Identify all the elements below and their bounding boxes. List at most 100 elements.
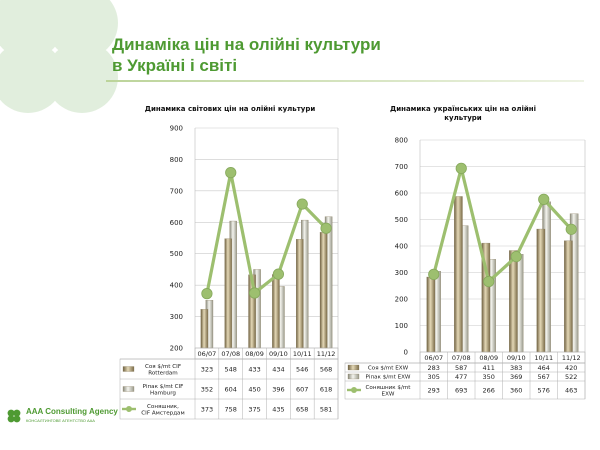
chart2-table-value: 477 bbox=[455, 373, 467, 381]
chart1-table-value: 450 bbox=[248, 385, 260, 393]
chart2-ytick-label: 100 bbox=[395, 322, 408, 330]
chart2-ytick-label: 200 bbox=[395, 296, 408, 304]
chart2-table-value: 464 bbox=[538, 364, 550, 372]
chart2-category-label: 06/07 bbox=[424, 354, 443, 362]
chart1-table-value: 433 bbox=[248, 365, 260, 373]
chart1-table-value: 396 bbox=[272, 385, 284, 393]
chart1-point-sunflower bbox=[272, 268, 285, 280]
chart2-point-sunflower bbox=[455, 162, 467, 174]
chart1-bar-soy bbox=[224, 238, 232, 349]
chart1-legend-label: Ріпак $/mt CIF Hamburg bbox=[143, 384, 184, 397]
chart1-ytick-label: 800 bbox=[170, 156, 183, 164]
chart1-table-value: 658 bbox=[296, 405, 308, 413]
slide-title-line2: в Україні і світі bbox=[112, 56, 238, 75]
chart2-legend-label: Соя $/mt EXW bbox=[368, 366, 409, 372]
chart2-table-value: 350 bbox=[483, 373, 495, 381]
chart2-table-value: 360 bbox=[510, 386, 522, 394]
chart1-table-value: 758 bbox=[225, 405, 237, 413]
chart1-ytick-label: 500 bbox=[170, 250, 183, 258]
chart1-point-sunflower bbox=[248, 287, 261, 299]
chart2-point-sunflower bbox=[565, 223, 577, 235]
chart2-table-value: 693 bbox=[455, 386, 467, 394]
chart1-table-value: 618 bbox=[320, 385, 332, 393]
chart2-bar-soy bbox=[564, 240, 573, 353]
chart1-category-label: 09/10 bbox=[269, 350, 288, 358]
chart1-legend-key bbox=[126, 406, 132, 412]
slide-title: Динаміка цін на олійні культури в Україн… bbox=[112, 34, 381, 76]
chart1-bar-soy bbox=[319, 232, 328, 349]
company-logo: AAA Consulting Agency КОНСАЛТИНГОВЕ АГЕН… bbox=[6, 406, 118, 428]
chart2-table-value: 305 bbox=[428, 373, 440, 381]
chart2-ytick-label: 400 bbox=[395, 243, 408, 251]
chart1-point-sunflower bbox=[201, 288, 213, 300]
chart2-legend-key bbox=[347, 373, 360, 380]
chart1-table-value: 373 bbox=[201, 405, 213, 413]
chart1-table-value: 323 bbox=[201, 365, 213, 373]
chart1-table-value: 581 bbox=[320, 405, 332, 413]
chart1-ytick-label: 200 bbox=[170, 345, 183, 353]
chart1-category-label: 08/09 bbox=[245, 350, 264, 358]
title-divider bbox=[106, 80, 584, 82]
chart2-table-value: 587 bbox=[455, 364, 467, 372]
chart2-table-value: 383 bbox=[510, 364, 522, 372]
chart1-point-sunflower bbox=[320, 222, 332, 234]
chart1-table-value: 435 bbox=[272, 405, 284, 413]
chart2-table-value: 463 bbox=[565, 386, 577, 394]
chart2-point-sunflower bbox=[510, 251, 522, 263]
chart2-table-value: 293 bbox=[428, 386, 440, 394]
chart2-point-sunflower bbox=[428, 268, 440, 280]
chart2-legend-label: Ріпак $/mt EXW bbox=[366, 375, 411, 381]
chart1-bar-soy bbox=[200, 309, 209, 349]
chart1-bar-soy bbox=[296, 239, 304, 349]
chart2-legend-key bbox=[351, 387, 357, 393]
chart2-ytick-label: 700 bbox=[395, 163, 408, 171]
chart1-table-value: 375 bbox=[248, 405, 260, 413]
chart2-category-label: 07/08 bbox=[452, 354, 471, 362]
chart1-bar-soy bbox=[272, 274, 280, 349]
chart2-category-label: 08/09 bbox=[479, 354, 498, 362]
chart1-category-label: 07/08 bbox=[221, 350, 240, 358]
logo-subtitle: КОНСАЛТИНГОВЕ АГЕНТСТВО ААА bbox=[26, 418, 95, 423]
chart1-line-sunflower bbox=[205, 171, 328, 295]
chart2-table-value: 369 bbox=[510, 373, 522, 381]
chart2-bar-soy bbox=[426, 276, 436, 353]
chart1-point-sunflower bbox=[296, 198, 308, 210]
chart2-table-value: 576 bbox=[538, 386, 550, 394]
chart2-point-sunflower bbox=[483, 275, 495, 288]
chart1-table-value: 352 bbox=[201, 385, 213, 393]
chart2-line-sunflower bbox=[432, 166, 573, 284]
chart2-table-value: 420 bbox=[565, 364, 577, 372]
chart1-ytick-label: 900 bbox=[170, 125, 183, 133]
chart2-legend-key bbox=[347, 364, 360, 371]
chart1-category-label: 11/12 bbox=[317, 350, 336, 358]
chart2-legend-label: Соняшник $/mt EXW bbox=[365, 385, 411, 398]
chart1-category-label: 10/11 bbox=[293, 350, 312, 358]
chart1-table-value: 568 bbox=[320, 365, 332, 373]
chart2-ytick-label: 0 bbox=[404, 349, 408, 357]
chart1-legend-label: Соняшник, CIF Амстердам bbox=[141, 404, 184, 417]
chart2-bar-soy bbox=[536, 228, 546, 353]
chart1-category-label: 06/07 bbox=[198, 350, 217, 358]
chart1-table-value: 546 bbox=[296, 365, 308, 373]
chart2-table-value: 283 bbox=[428, 364, 440, 372]
chart2-category-label: 10/11 bbox=[534, 354, 553, 362]
chart2-title: Динамика українських цін на олійні культ… bbox=[389, 105, 537, 122]
chart1-table-value: 548 bbox=[225, 365, 237, 373]
chart1-legend-key bbox=[122, 386, 135, 392]
chart1-ytick-label: 400 bbox=[170, 282, 183, 290]
logo-name: AAA Consulting Agency bbox=[26, 407, 118, 416]
chart2-category-label: 11/12 bbox=[562, 354, 581, 362]
chart1-point-sunflower bbox=[225, 167, 237, 179]
chart2-ytick-label: 500 bbox=[395, 216, 408, 224]
chart1-ytick-label: 300 bbox=[170, 313, 183, 321]
chart2-table-value: 266 bbox=[483, 386, 495, 394]
chart2-table-value: 522 bbox=[565, 373, 577, 381]
chart1-legend-key bbox=[122, 366, 135, 372]
chart2-category-label: 09/10 bbox=[507, 354, 526, 362]
chart1-legend-label: Соя $/mt CIF Rotterdam bbox=[145, 364, 181, 377]
chart2-ytick-label: 800 bbox=[395, 137, 408, 145]
chart1-title: Динамика світових цін на олійні культури bbox=[144, 105, 316, 113]
chart2-bar-soy bbox=[454, 196, 463, 353]
clover-watermark bbox=[0, 0, 118, 113]
